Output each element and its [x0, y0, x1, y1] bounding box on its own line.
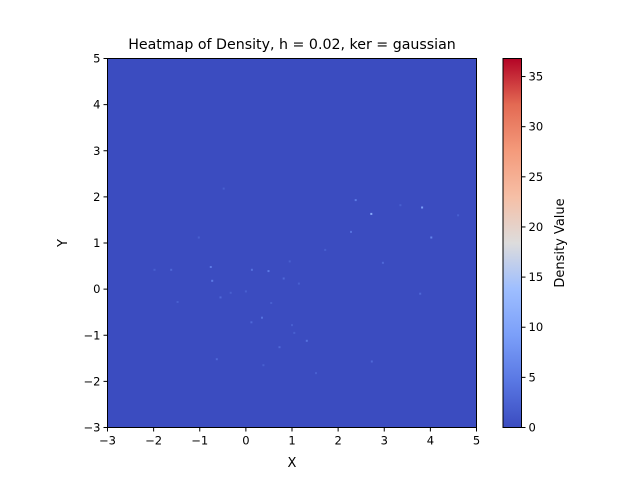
density-hot-spot	[305, 339, 308, 342]
x-tick-label: 4	[427, 434, 434, 448]
colorbar-tick-label: 0	[529, 421, 536, 435]
density-hot-spot	[244, 290, 247, 293]
density-hot-spot	[278, 346, 281, 349]
density-hot-spot	[250, 321, 253, 324]
colorbar-tick-label: 20	[529, 220, 544, 234]
density-hot-spot	[197, 236, 200, 239]
y-tick-label: −2	[84, 374, 101, 388]
colorbar-tick-label: 25	[529, 170, 544, 184]
colorbar: 0 5 10 15 20 25 30 35 Density Value	[502, 58, 568, 435]
density-hot-spots	[153, 187, 460, 375]
x-tick-label: 2	[334, 434, 341, 448]
colorbar-tick-label: 15	[529, 270, 544, 284]
chart-title: Heatmap of Density, h = 0.02, ker = gaus…	[128, 37, 456, 53]
y-tick-label: 3	[93, 144, 100, 158]
x-tick-label: −1	[191, 434, 208, 448]
x-axis-label: X	[288, 456, 297, 471]
y-axis-label: Y	[56, 239, 71, 248]
density-hot-spot	[324, 248, 327, 251]
colorbar-tick-label: 35	[529, 70, 544, 84]
density-hot-spot	[222, 187, 225, 190]
heatmap-background	[107, 58, 477, 428]
x-tick-label: 1	[288, 434, 295, 448]
x-tick-label: −2	[145, 434, 162, 448]
density-hot-spot	[419, 292, 422, 295]
y-axis-ticks: −3 −2 −1 0 1 2 3 4 5	[84, 52, 108, 435]
x-axis-ticks: −3 −2 −1 0 1 2 3 4 5	[99, 427, 480, 448]
colorbar-ticks: 0 5 10 15 20 25 30 35	[521, 70, 544, 435]
density-hot-spot	[170, 268, 173, 271]
density-hot-spot	[315, 372, 317, 375]
density-hot-spot	[270, 302, 273, 304]
density-hot-spot	[288, 260, 291, 263]
density-hot-spot	[262, 364, 265, 367]
y-tick-label: 5	[93, 52, 100, 66]
density-hot-spot	[153, 268, 156, 271]
density-hot-spot	[381, 261, 384, 264]
density-hot-spot	[229, 291, 232, 294]
density-hot-spot	[215, 358, 218, 361]
density-hot-spot	[291, 324, 293, 327]
density-hot-spot	[350, 230, 352, 233]
y-tick-label: 4	[93, 98, 100, 112]
x-tick-label: 0	[242, 434, 249, 448]
x-tick-label: 5	[473, 434, 480, 448]
colorbar-gradient	[502, 58, 522, 428]
colorbar-label: Density Value	[553, 198, 568, 287]
density-hot-spot	[293, 331, 296, 334]
density-hot-spot	[209, 266, 212, 268]
density-hot-spot	[282, 277, 285, 280]
y-tick-label: 1	[93, 236, 100, 250]
density-hot-spot	[267, 270, 270, 273]
density-hot-spot	[457, 214, 460, 217]
density-hot-spot	[176, 301, 179, 303]
colorbar-tick-label: 5	[529, 370, 536, 384]
y-tick-label: 2	[93, 190, 100, 204]
density-hot-spot	[297, 282, 300, 285]
density-hot-spot	[399, 204, 402, 207]
x-tick-label: 3	[381, 434, 388, 448]
y-tick-label: 0	[93, 282, 100, 296]
density-hot-spot	[211, 279, 214, 282]
density-hot-spot	[370, 360, 373, 363]
heatmap-plot-area	[107, 58, 477, 428]
density-hot-spot	[370, 212, 373, 215]
colorbar-tick-label: 30	[529, 120, 544, 134]
density-hot-spot	[250, 268, 253, 271]
density-hot-spot	[261, 316, 263, 319]
density-hot-spot	[219, 296, 222, 299]
colorbar-tick-label: 10	[529, 320, 544, 334]
y-tick-label: −3	[84, 421, 101, 435]
density-hot-spot	[421, 206, 424, 209]
y-tick-label: −1	[84, 328, 101, 342]
density-hot-spot	[354, 199, 357, 202]
density-hot-spot	[430, 236, 433, 239]
x-tick-label: −3	[99, 434, 116, 448]
